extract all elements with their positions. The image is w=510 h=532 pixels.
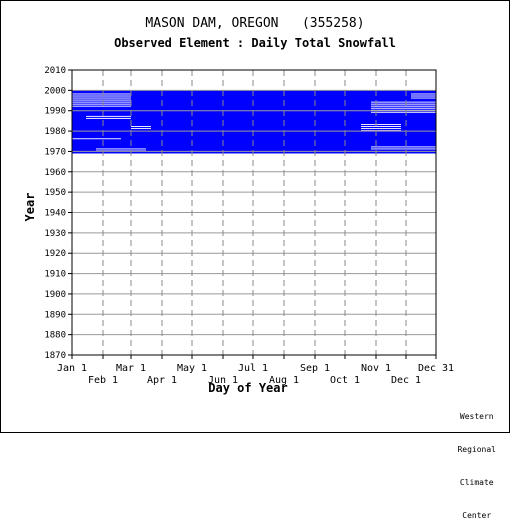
missing-data-band: [411, 95, 436, 97]
y-tick-label: 1890: [44, 310, 66, 320]
credit-line: Western: [459, 412, 494, 421]
missing-data-band: [86, 117, 131, 119]
missing-data-band: [72, 105, 131, 107]
x-tick-label: Dec 31: [418, 363, 454, 374]
x-tick-label: Nov 1: [361, 363, 391, 374]
x-tick-label: Jan 1: [57, 363, 87, 374]
y-tick-label: 1920: [44, 249, 66, 259]
missing-data-band: [131, 128, 151, 130]
x-tick-label: Sep 1: [300, 363, 330, 374]
axis-layer: 1870 1880 1890 1900 1910 1920 1930 1940 1950 1960…: [44, 66, 454, 386]
missing-data-band: [361, 124, 401, 125]
y-tick-label: 1990: [44, 107, 66, 117]
missing-data-band: [72, 93, 131, 95]
missing-data-band: [371, 111, 436, 113]
missing-data-band: [371, 146, 436, 148]
missing-data-band: [72, 138, 121, 140]
missing-data-band: [371, 105, 436, 107]
y-tick-label: 1940: [44, 209, 66, 219]
x-tick-label: Jun 1: [208, 375, 238, 386]
x-axis-label: Day of Year: [208, 381, 288, 395]
missing-data-band: [361, 128, 401, 130]
y-tick-label: 1910: [44, 270, 66, 280]
y-tick-label: 1980: [44, 127, 66, 137]
y-tick-label: 1880: [44, 331, 66, 341]
missing-data-band: [86, 115, 131, 117]
x-tick-label: Jul 1: [238, 363, 268, 374]
y-tick-label: 2000: [44, 86, 66, 96]
y-tick-label: 1970: [44, 147, 66, 157]
missing-data-band: [411, 97, 436, 99]
chart-subtitle: Observed Element : Daily Total Snowfall: [114, 36, 396, 50]
credit-line: Regional: [457, 445, 496, 454]
x-tick-label: May 1: [177, 363, 207, 374]
missing-data-band: [361, 126, 401, 127]
chart-title: MASON DAM, OREGON (355258): [145, 16, 365, 31]
x-tick-label: Aug 1: [269, 375, 299, 386]
y-tick-label: 1870: [44, 351, 66, 361]
data-layer: [72, 90, 436, 154]
chart-frame: [0, 0, 510, 433]
chart-plot: 1870 1880 1890 1900 1910 1920 1930 1940 1950 1960…: [44, 66, 454, 386]
missing-data-band: [411, 93, 436, 95]
missing-data-band: [72, 103, 131, 105]
missing-data-band: [371, 101, 436, 103]
x-tick-label: Apr 1: [147, 375, 177, 386]
missing-data-band: [72, 101, 131, 103]
x-tick-label: Mar 1: [116, 363, 146, 374]
data-block: [72, 90, 436, 154]
y-tick-label: 2010: [44, 66, 66, 76]
y-tick-label: 1930: [44, 229, 66, 239]
missing-data-band: [96, 148, 146, 150]
x-tick-label: Feb 1: [88, 375, 118, 386]
credit-line: Climate: [459, 478, 494, 487]
missing-data-band: [72, 99, 131, 101]
y-tick-label: 1960: [44, 168, 66, 178]
missing-data-band: [72, 97, 131, 99]
x-tick-label: Dec 1: [391, 375, 421, 386]
missing-data-band: [371, 107, 436, 109]
missing-data-band: [72, 95, 131, 97]
credit-line: Center: [462, 511, 492, 520]
y-tick-label: 1950: [44, 188, 66, 198]
x-tick-label: Oct 1: [330, 375, 360, 386]
missing-data-band: [131, 126, 151, 127]
missing-data-band: [371, 103, 436, 105]
missing-data-band: [371, 148, 436, 150]
y-tick-label: 1900: [44, 290, 66, 300]
